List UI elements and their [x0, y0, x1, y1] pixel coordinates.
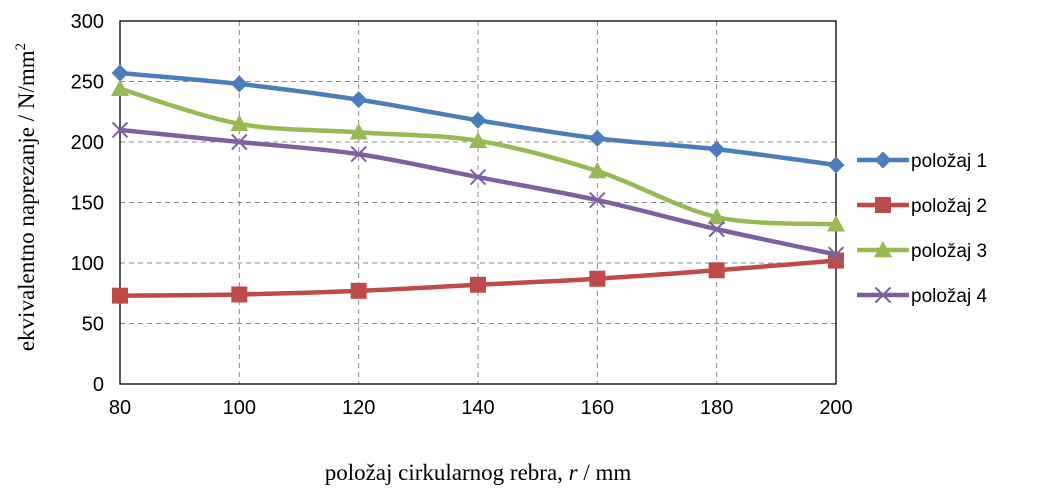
data-point-marker	[230, 75, 248, 93]
data-point-marker	[589, 270, 606, 287]
x-tick-label: 100	[223, 397, 256, 419]
data-point-marker	[708, 140, 726, 158]
legend-label: položaj 4	[911, 286, 987, 307]
data-point-marker	[349, 123, 368, 140]
data-point-marker	[350, 282, 367, 299]
data-point-marker	[111, 64, 129, 82]
series-layer	[111, 64, 845, 304]
legend-item: položaj 3	[857, 241, 987, 262]
y-tick-label: 300	[71, 11, 104, 33]
plot-area-border	[119, 20, 837, 385]
x-tick-label: 180	[700, 397, 733, 419]
data-point-marker	[707, 208, 726, 225]
series-3	[111, 79, 845, 232]
data-point-marker	[469, 131, 487, 148]
grid-lines	[120, 21, 836, 384]
legend-item: položaj 4	[857, 286, 987, 307]
y-tick-label: 50	[82, 314, 104, 336]
data-point-marker	[231, 286, 248, 303]
x-tick-label: 140	[461, 397, 494, 419]
y-tick-label: 200	[71, 132, 104, 154]
data-point-marker	[708, 220, 725, 238]
data-point-marker	[588, 129, 606, 147]
y-tick-label: 100	[71, 253, 104, 275]
data-point-marker	[827, 156, 845, 174]
data-point-marker	[112, 287, 128, 304]
data-point-marker	[470, 276, 486, 293]
y-tick-label: 150	[71, 193, 104, 215]
x-tick-label: 200	[819, 397, 852, 419]
data-point-marker	[827, 246, 845, 263]
series-1	[111, 64, 845, 174]
legend-label: položaj 3	[911, 241, 987, 262]
data-point-marker	[588, 162, 607, 179]
x-tick-label: 80	[109, 397, 131, 419]
legend-marker	[874, 241, 892, 258]
data-point-marker	[230, 114, 249, 132]
data-point-marker	[350, 91, 368, 109]
x-tick-label: 120	[342, 397, 375, 419]
legend-label: položaj 1	[911, 151, 987, 172]
series-2	[112, 252, 844, 304]
x-tick-label: 160	[581, 397, 614, 419]
data-point-marker	[589, 191, 606, 209]
data-point-marker	[827, 215, 845, 232]
data-point-marker	[469, 111, 487, 129]
y-tick-label: 0	[93, 374, 104, 396]
tick-labels: 0 50 100 150 200 250 300 80 100 120 140 160 180 200	[71, 11, 853, 419]
data-point-marker	[828, 252, 844, 269]
legend: položaj 1 položaj 2 položaj 3 položaj 4	[857, 151, 987, 307]
legend-item: položaj 1	[857, 151, 987, 172]
data-point-marker	[469, 168, 487, 186]
y-axis-title: ekvivalentno naprezanje / N/mm2	[13, 43, 39, 351]
legend-marker	[874, 286, 892, 304]
data-point-marker	[231, 133, 248, 151]
data-point-marker	[111, 121, 129, 139]
data-point-marker	[708, 262, 725, 279]
legend-item: položaj 2	[857, 196, 987, 217]
data-point-marker	[350, 145, 367, 163]
series-4	[111, 121, 845, 263]
legend-marker	[875, 197, 891, 213]
legend-marker	[874, 151, 892, 169]
y-tick-label: 250	[71, 72, 104, 94]
x-axis-title: položaj cirkularnog rebra, r / mm	[325, 460, 632, 485]
data-point-marker	[111, 79, 129, 96]
legend-label: položaj 2	[911, 196, 987, 217]
